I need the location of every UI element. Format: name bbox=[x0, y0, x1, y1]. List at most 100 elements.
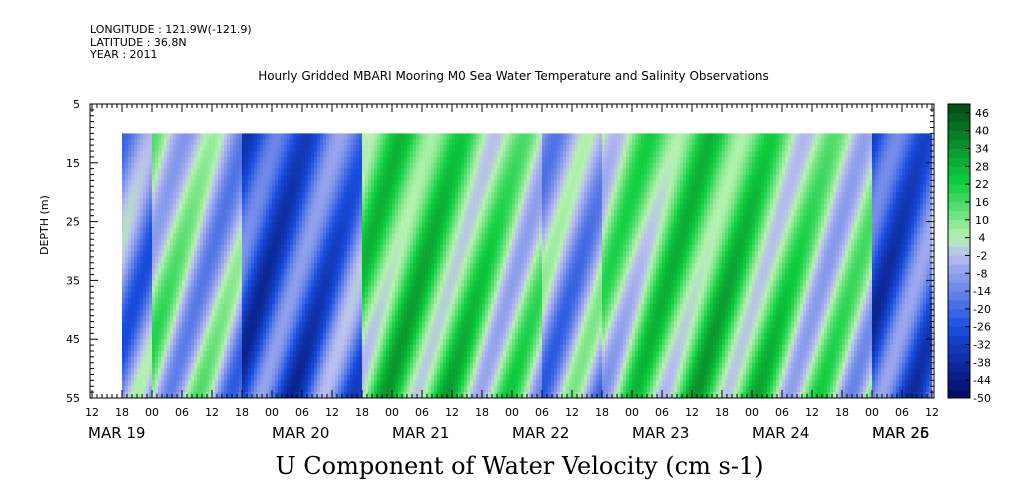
heatmap-cell bbox=[149, 174, 153, 181]
heatmap-cell bbox=[236, 239, 240, 246]
heatmap-cell bbox=[290, 292, 294, 299]
heatmap-cell bbox=[338, 245, 342, 252]
heatmap-cell bbox=[332, 151, 336, 158]
heatmap-cell bbox=[362, 209, 366, 216]
heatmap-cell bbox=[347, 227, 351, 234]
heatmap-cell bbox=[329, 309, 333, 316]
heatmap-cell bbox=[161, 145, 165, 152]
heatmap-cell bbox=[428, 186, 432, 193]
heatmap-cell bbox=[320, 303, 324, 311]
heatmap-cell bbox=[368, 227, 372, 234]
heatmap-cell bbox=[155, 292, 159, 299]
heatmap-cell bbox=[302, 315, 306, 322]
heatmap-cell bbox=[290, 151, 294, 158]
heatmap-cell bbox=[236, 174, 240, 181]
heatmap-cell bbox=[233, 345, 237, 352]
heatmap-cell bbox=[284, 151, 288, 158]
heatmap-cell bbox=[173, 368, 177, 375]
heatmap-cell bbox=[212, 280, 216, 287]
heatmap-cell bbox=[398, 262, 402, 269]
heatmap-cell bbox=[161, 380, 165, 387]
heatmap-cell bbox=[389, 156, 393, 164]
heatmap-cell bbox=[263, 204, 267, 211]
heatmap-cell bbox=[257, 280, 261, 287]
heatmap-cell bbox=[449, 351, 453, 358]
heatmap-cell bbox=[404, 362, 408, 369]
heatmap-cell bbox=[125, 286, 129, 293]
heatmap-cell bbox=[317, 221, 321, 228]
heatmap-cell bbox=[398, 303, 402, 311]
heatmap-cell bbox=[434, 151, 438, 158]
heatmap-cell bbox=[371, 298, 375, 305]
heatmap-cell bbox=[392, 298, 396, 305]
heatmap-cell bbox=[317, 251, 321, 258]
heatmap-cell bbox=[218, 321, 222, 328]
heatmap-cell bbox=[140, 239, 144, 246]
heatmap-cell bbox=[287, 327, 291, 334]
heatmap-cell bbox=[314, 315, 318, 322]
heatmap-cell bbox=[242, 356, 246, 363]
heatmap-cell bbox=[233, 380, 237, 387]
heatmap-cell bbox=[326, 174, 330, 181]
heatmap-cell bbox=[338, 327, 342, 334]
heatmap-cell bbox=[389, 180, 393, 187]
heatmap-cell bbox=[446, 380, 450, 387]
heatmap-cell bbox=[290, 303, 294, 311]
heatmap-cell bbox=[317, 333, 321, 340]
heatmap-cell bbox=[425, 233, 429, 240]
heatmap-cell bbox=[242, 262, 246, 269]
heatmap-cell bbox=[302, 245, 306, 252]
heatmap-cell bbox=[380, 345, 384, 352]
heatmap-cell bbox=[167, 351, 171, 358]
heatmap-cell bbox=[296, 303, 300, 311]
heatmap-cell bbox=[227, 274, 231, 281]
heatmap-cell bbox=[266, 256, 270, 264]
heatmap-cell bbox=[419, 303, 423, 311]
heatmap-cell bbox=[143, 168, 147, 175]
heatmap-cell bbox=[158, 368, 162, 375]
heatmap-cell bbox=[233, 368, 237, 375]
heatmap-cell bbox=[431, 233, 435, 240]
heatmap-cell bbox=[212, 362, 216, 369]
heatmap-cell bbox=[131, 139, 135, 146]
heatmap-cell bbox=[305, 345, 309, 352]
heatmap-cell bbox=[353, 368, 357, 375]
heatmap-cell bbox=[425, 380, 429, 387]
heatmap-cell bbox=[386, 333, 390, 340]
heatmap-cell bbox=[365, 221, 369, 228]
heatmap-cell bbox=[158, 303, 162, 311]
heatmap-cell bbox=[218, 209, 222, 216]
heatmap-cell bbox=[290, 280, 294, 287]
heatmap-cell bbox=[305, 151, 309, 158]
heatmap-cell bbox=[425, 303, 429, 311]
heatmap-cell bbox=[197, 239, 201, 246]
heatmap-cell bbox=[194, 333, 198, 340]
heatmap-cell bbox=[239, 286, 243, 293]
heatmap-cell bbox=[386, 274, 390, 281]
heatmap-cell bbox=[407, 351, 411, 358]
heatmap-cell bbox=[404, 156, 408, 164]
heatmap-cell bbox=[143, 239, 147, 246]
heatmap-cell bbox=[212, 198, 216, 205]
heatmap-cell bbox=[362, 174, 366, 181]
heatmap-cell bbox=[308, 333, 312, 340]
heatmap-cell bbox=[242, 209, 246, 216]
heatmap-cell bbox=[161, 209, 165, 216]
heatmap-cell bbox=[230, 239, 234, 246]
heatmap-cell bbox=[263, 151, 267, 158]
heatmap-cell bbox=[266, 156, 270, 164]
heatmap-cell bbox=[302, 374, 306, 381]
heatmap-cell bbox=[308, 186, 312, 193]
heatmap-cell bbox=[365, 333, 369, 340]
heatmap-cell bbox=[341, 327, 345, 334]
heatmap-cell bbox=[434, 209, 438, 216]
heatmap-cell bbox=[428, 392, 432, 399]
heatmap-cell bbox=[404, 268, 408, 275]
heatmap-cell bbox=[359, 256, 363, 264]
heatmap-cell bbox=[434, 321, 438, 328]
heatmap-cell bbox=[236, 233, 240, 240]
heatmap-cell bbox=[188, 333, 192, 340]
heatmap-cell bbox=[281, 327, 285, 334]
heatmap-cell bbox=[323, 156, 327, 164]
heatmap-cell bbox=[233, 392, 237, 399]
